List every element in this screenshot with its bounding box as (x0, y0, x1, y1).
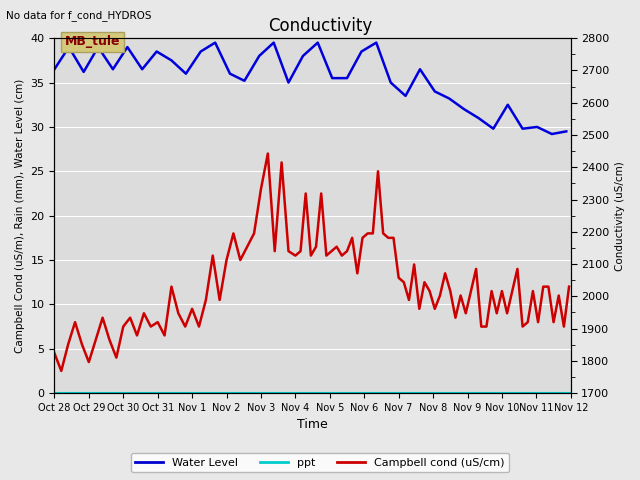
Y-axis label: Conductivity (uS/cm): Conductivity (uS/cm) (615, 161, 625, 271)
Legend: Water Level, ppt, Campbell cond (uS/cm): Water Level, ppt, Campbell cond (uS/cm) (131, 453, 509, 472)
Text: MB_tule: MB_tule (65, 36, 120, 48)
Y-axis label: Campbell Cond (uS/m), Rain (mm), Water Level (cm): Campbell Cond (uS/m), Rain (mm), Water L… (15, 79, 25, 353)
Text: No data for f_cond_HYDROS: No data for f_cond_HYDROS (6, 10, 152, 21)
X-axis label: Time: Time (297, 419, 328, 432)
Text: Conductivity: Conductivity (268, 17, 372, 35)
